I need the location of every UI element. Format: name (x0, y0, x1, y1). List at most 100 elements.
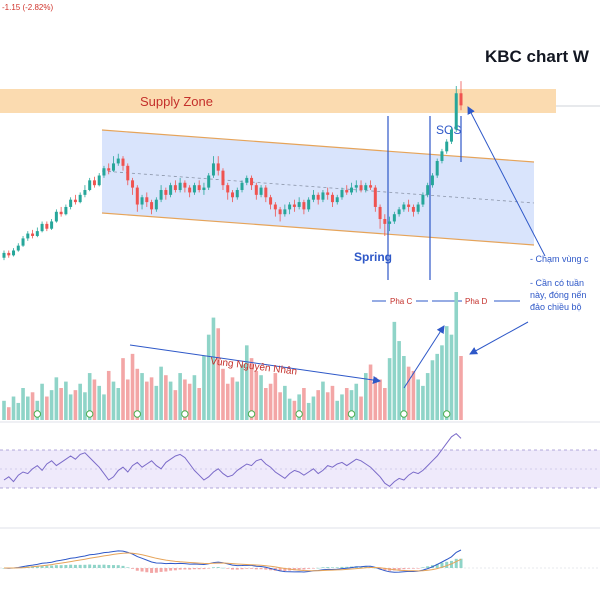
volume-bar (244, 345, 249, 420)
volume-bar (383, 388, 387, 420)
candle-body (335, 197, 339, 203)
volume-bar (221, 368, 225, 420)
candle-body (445, 141, 449, 152)
candle-body (26, 233, 30, 239)
candle-body (135, 187, 139, 205)
macd-hist-bar (421, 567, 425, 568)
candle-body (31, 233, 35, 236)
candle-body (97, 175, 101, 186)
macd-hist-bar (192, 568, 196, 570)
note-weekly-line1: - Cần có tuần (530, 278, 584, 288)
phase-d-label: Pha D (465, 297, 487, 306)
candle-body (354, 185, 358, 188)
macd-hist-bar (292, 568, 296, 571)
candle-body (164, 190, 168, 195)
volume-bar (278, 392, 282, 420)
volume-bar (216, 328, 221, 420)
macd-hist-bar (302, 568, 306, 570)
volume-bar (259, 375, 263, 420)
macd-hist-bar (340, 566, 344, 568)
candle-body (121, 158, 125, 166)
candle-body (126, 165, 130, 181)
candle-body (397, 209, 401, 215)
volume-bar (273, 373, 278, 420)
candle-body (416, 204, 420, 212)
volume-bar (92, 379, 97, 420)
macd-hist-bar (202, 568, 206, 570)
volume-bar (354, 383, 359, 420)
candle-body (359, 185, 363, 191)
candle-body (426, 185, 430, 195)
candle-body (221, 170, 225, 186)
candle-body (154, 199, 158, 210)
volume-bar (406, 366, 411, 420)
macd-hist-bar (330, 567, 334, 568)
macd-hist-bar (426, 566, 430, 568)
macd-hist-bar (126, 567, 130, 568)
macd-hist-bar (173, 568, 177, 571)
volume-bar (440, 345, 444, 420)
volume-bar (97, 385, 102, 420)
macd-hist-bar (297, 568, 301, 570)
volume-bar (421, 385, 425, 420)
candle-body (69, 199, 73, 207)
volume-bar (159, 366, 163, 420)
candle-body (254, 185, 258, 195)
macd-hist-bar (97, 564, 101, 568)
volume-bar (211, 317, 216, 420)
volume-bar (240, 364, 244, 420)
macd-signal-line (4, 552, 462, 572)
candle-body (173, 185, 177, 191)
candle-body (273, 204, 277, 210)
candle-body (140, 197, 144, 205)
volume-bar (254, 370, 259, 420)
macd-hist-bar (211, 567, 215, 568)
volume-bar (268, 383, 273, 420)
rsi-line (3, 432, 462, 488)
macd-hist-bar (364, 566, 368, 568)
event-marker-icon (443, 410, 451, 418)
volume-bar (340, 394, 344, 420)
macd-hist-bar (83, 564, 87, 568)
candle-body (378, 206, 382, 220)
macd-hist-bar (383, 568, 387, 571)
candle-body (202, 187, 206, 191)
candle-body (288, 204, 292, 210)
volume-bar (459, 356, 463, 420)
candle-body (188, 187, 192, 193)
macd-hist-bar (231, 568, 234, 570)
candle-body (2, 252, 6, 258)
macd-hist-bar (183, 568, 187, 570)
channel-upper-line (101, 129, 535, 163)
macd-hist-bar (407, 568, 411, 569)
macd-hist-bar (445, 561, 449, 568)
candle-body (292, 204, 296, 207)
candle-body (330, 194, 334, 203)
volume-bar (125, 379, 130, 420)
macd-hist-bar (188, 568, 192, 570)
macd-hist-bar (402, 568, 406, 570)
candle-body (326, 192, 330, 195)
supply-touch-arrow (467, 106, 546, 257)
volume-bar (154, 385, 159, 420)
macd-hist-bar (169, 568, 173, 571)
volume-bar (121, 358, 125, 420)
candle-body (92, 180, 96, 186)
volume-bar (306, 402, 311, 420)
candle-body (321, 192, 325, 200)
candle-body (440, 151, 444, 161)
volume-bars (2, 292, 463, 420)
candle-body (283, 209, 287, 215)
candle-body (216, 163, 220, 171)
volume-bar (130, 353, 135, 420)
volume-bar (45, 396, 49, 420)
candles (2, 81, 463, 261)
candle-body (392, 214, 396, 222)
macd-hist-bar (326, 567, 330, 568)
candle-body (102, 168, 106, 176)
volume-bar (235, 381, 240, 420)
volume-bar (49, 390, 54, 420)
candle-body (40, 223, 44, 232)
macd-hist-bar (311, 568, 315, 569)
